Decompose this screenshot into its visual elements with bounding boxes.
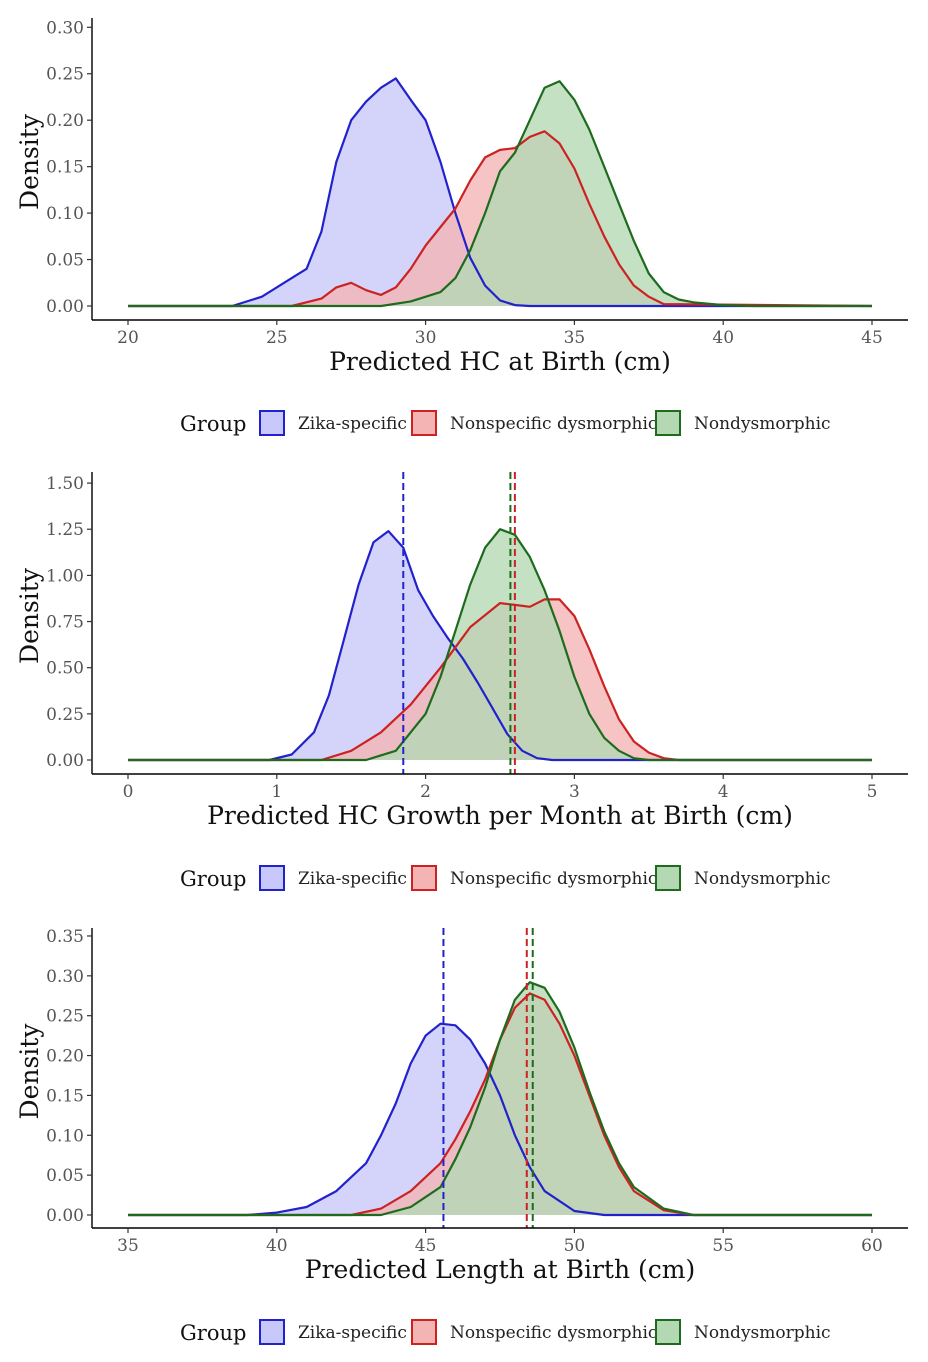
y-tick-label: 0.50 [46,659,84,679]
y-tick-label: 0.10 [46,1126,84,1146]
x-tick-label: 3 [569,782,580,802]
legend-label-1: Zika-specific [298,1323,407,1343]
legend-key-1 [259,410,285,436]
density-line-2 [128,992,872,1217]
legend-key-2 [411,865,437,891]
legend-key-2 [411,410,437,436]
y-axis-title: Density [15,567,44,664]
x-tick-label: 40 [712,328,734,348]
legend-key-1 [259,1319,285,1345]
density-line-1 [128,530,872,762]
legend-label-2: Nonspecific dysmorphic [450,414,657,434]
y-tick-label: 0.75 [46,613,84,633]
legend-label-2: Nonspecific dysmorphic [450,869,657,889]
legend-label-1: Zika-specific [298,414,407,434]
legend-label-3: Nondysmorphic [694,1323,831,1343]
x-tick-label: 4 [718,782,729,802]
x-tick-label: 0 [123,782,134,802]
density-line-2 [128,130,873,308]
density-line-3 [128,80,872,308]
y-tick-label: 1.00 [46,566,84,586]
legend: Group Zika-specific Nonspecific dysmorphic… [180,865,831,891]
x-tick-label: 55 [712,1236,734,1256]
x-tick-label: 40 [266,1236,288,1256]
density-area-3 [128,529,872,760]
x-tick-label: 45 [415,1236,437,1256]
density-area-3 [128,982,872,1215]
chart-panel-2: 0.00 0.25 0.50 0.75 1.00 1.25 1.50 0 1 2 3 4 5 Predic… [15,472,908,891]
x-tick-label: 35 [564,328,586,348]
x-tick-label: 60 [861,1236,883,1256]
legend-key-3 [655,410,681,436]
x-axis-title: Predicted Length at Birth (cm) [305,1255,695,1284]
legend-label-1: Zika-specific [298,869,407,889]
y-axis-title: Density [15,113,44,210]
y-tick-label: 1.50 [46,474,84,494]
x-axis-title: Predicted HC Growth per Month at Birth (… [207,801,793,830]
y-tick-label: 0.00 [46,751,84,771]
y-tick-label: 0.30 [46,18,84,38]
y-tick-label: 0.05 [46,1166,84,1186]
y-tick-label: 0.30 [46,967,84,987]
legend-key-1 [259,865,285,891]
y-tick-label: 0.20 [46,1047,84,1067]
legend-label-2: Nonspecific dysmorphic [450,1323,657,1343]
y-tick-label: 0.35 [46,927,84,947]
legend-label-3: Nondysmorphic [694,414,831,434]
density-area-3 [128,81,872,306]
legend: Group Zika-specific Nonspecific dysmorphic… [180,1319,831,1345]
x-axis-title: Predicted HC at Birth (cm) [329,347,671,376]
y-tick-label: 0.15 [46,1086,84,1106]
density-line-3 [128,528,872,762]
x-tick-label: 35 [117,1236,139,1256]
legend-key-2 [411,1319,437,1345]
x-tick-label: 20 [117,328,139,348]
y-axis-title: Density [15,1023,44,1120]
x-tick-label: 30 [415,328,437,348]
legend: Group Zika-specific Nonspecific dysmorphic… [180,410,831,436]
density-line-1 [128,77,872,308]
legend-title: Group [180,867,246,891]
y-tick-label: 0.25 [46,65,84,85]
y-tick-label: 0.10 [46,204,84,224]
y-tick-label: 0.05 [46,251,84,271]
legend-key-3 [655,1319,681,1345]
legend-title: Group [180,412,246,436]
y-tick-label: 0.00 [46,1206,84,1226]
y-tick-label: 0.25 [46,1007,84,1027]
chart-panel-1: 0.00 0.05 0.10 0.15 0.20 0.25 0.30 20 25 30 35 40 45… [15,18,908,436]
density-line-2 [128,598,872,762]
x-tick-label: 50 [564,1236,586,1256]
x-tick-label: 45 [861,328,883,348]
y-tick-label: 0.15 [46,158,84,178]
legend-key-3 [655,865,681,891]
y-tick-label: 1.25 [46,520,84,540]
legend-label-3: Nondysmorphic [694,869,831,889]
density-line-1 [128,1022,872,1217]
y-tick-label: 0.00 [46,297,84,317]
x-tick-label: 2 [420,782,431,802]
x-tick-label: 1 [271,782,282,802]
legend-title: Group [180,1321,246,1345]
x-tick-label: 25 [266,328,288,348]
y-tick-label: 0.25 [46,705,84,725]
x-tick-label: 5 [867,782,878,802]
y-tick-label: 0.20 [46,111,84,131]
chart-panel-3: 0.00 0.05 0.10 0.15 0.20 0.25 0.30 0.35 35 40 45 50… [15,927,908,1345]
